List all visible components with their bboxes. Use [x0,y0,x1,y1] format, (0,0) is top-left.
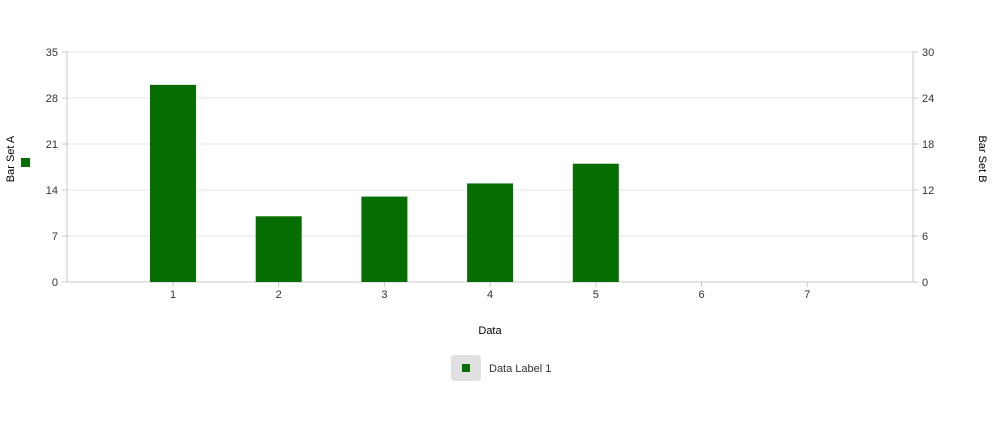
legend-swatch [462,364,470,372]
right-axis-title: Bar Set B [976,135,988,182]
left-tick-label: 7 [52,231,58,243]
x-tick-labels: 1 2 3 4 5 6 7 [170,282,810,301]
left-axis-series-swatch [21,158,30,167]
x-tick-label: 6 [698,289,704,301]
x-tick-label: 1 [170,289,176,301]
right-tick-label: 0 [922,277,928,289]
left-tick-labels: 0 7 14 21 28 35 [46,47,67,289]
right-tick-label: 6 [922,231,928,243]
bar-4[interactable] [467,183,514,282]
right-tick-label: 12 [922,185,934,197]
x-tick-label: 4 [487,289,493,301]
right-tick-labels: 0 6 12 18 24 30 [913,47,934,289]
left-tick-label: 28 [46,93,58,105]
right-tick-label: 30 [922,47,934,59]
x-tick-label: 3 [381,289,387,301]
left-tick-label: 21 [46,139,58,151]
left-tick-label: 0 [52,277,58,289]
legend[interactable]: Data Label 1 [451,355,551,381]
x-tick-label: 2 [276,289,282,301]
x-axis-title: Data [478,325,502,337]
legend-label: Data Label 1 [489,363,551,375]
right-tick-label: 24 [922,93,934,105]
x-tick-label: 5 [593,289,599,301]
bar-2[interactable] [255,216,302,282]
grid-lines [67,51,913,237]
left-tick-label: 14 [46,185,58,197]
x-tick-label: 7 [804,289,810,301]
bar-1[interactable] [150,84,196,282]
left-axis-title-group: Bar Set A [5,135,30,182]
left-tick-label: 35 [46,47,58,59]
left-axis-title: Bar Set A [5,135,17,182]
bars [150,84,619,282]
right-tick-label: 18 [922,139,934,151]
bar-5[interactable] [572,163,619,282]
bar-3[interactable] [361,196,408,282]
